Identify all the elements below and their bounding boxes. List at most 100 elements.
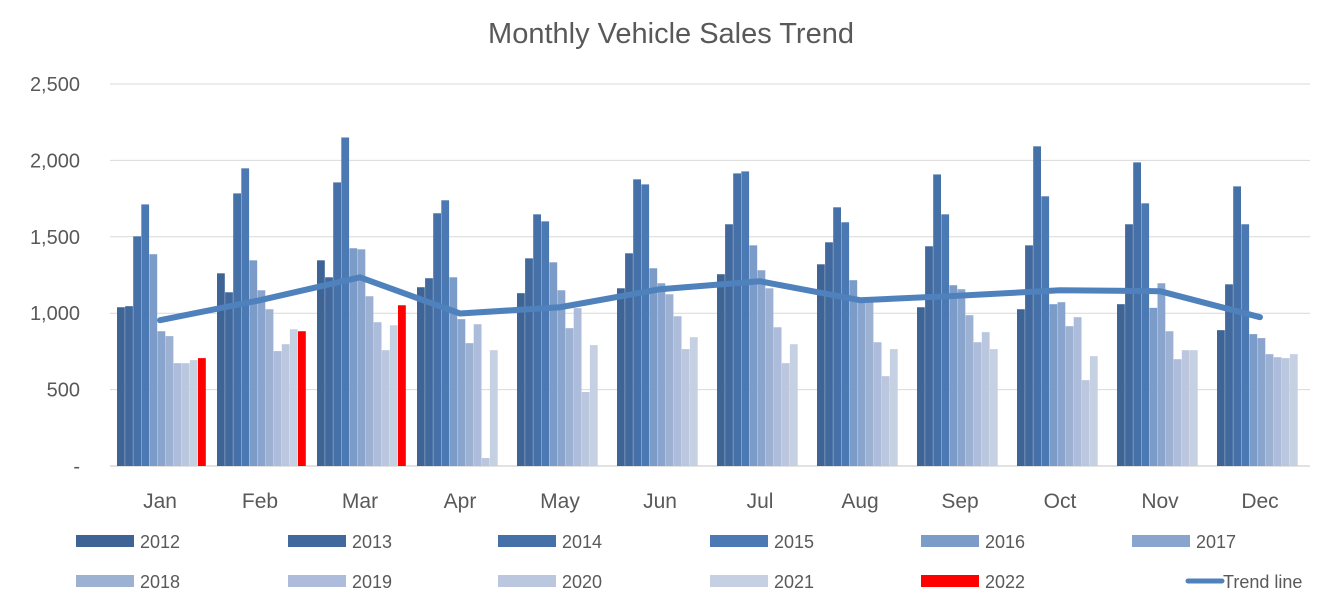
bar-2018-Jul — [765, 288, 774, 466]
bar-2021-Feb — [289, 329, 298, 466]
x-tick-label: Apr — [444, 490, 477, 513]
y-axis: - 500 1,000 1,500 2,000 2,500 — [30, 74, 80, 478]
legend-swatch — [710, 575, 768, 587]
bar-2019-Jun — [673, 316, 682, 466]
bar-2013-Nov — [1125, 224, 1133, 466]
bar-2019-Mar — [373, 322, 382, 466]
legend-swatch — [288, 575, 346, 587]
bar-2016-Oct — [1049, 304, 1058, 466]
bar-2014-Jun — [633, 179, 641, 466]
bar-2017-Mar — [357, 249, 366, 466]
bar-2020-Aug — [881, 376, 890, 466]
bar-2018-Oct — [1065, 326, 1074, 466]
bar-2012-Feb — [217, 273, 225, 466]
bar-2018-Mar — [365, 296, 374, 466]
bar-2015-Sep — [941, 214, 950, 466]
bar-2021-May — [589, 345, 598, 466]
bar-2021-Dec — [1289, 354, 1298, 466]
x-tick-label: Dec — [1241, 490, 1278, 513]
bar-2017-Jun — [657, 283, 666, 466]
bars — [117, 137, 1298, 467]
trend-line — [157, 274, 1263, 324]
x-tick-label: Nov — [1141, 490, 1179, 513]
bar-2019-Sep — [973, 342, 982, 466]
bar-2019-Jan — [173, 363, 182, 466]
x-tick-label: Feb — [242, 490, 278, 513]
bar-2013-Dec — [1225, 284, 1233, 466]
x-tick-label: Mar — [342, 490, 378, 513]
bar-2012-Jan — [117, 307, 125, 466]
bar-2012-Nov — [1117, 304, 1125, 466]
y-tick-label: 500 — [47, 380, 80, 402]
bar-2018-Dec — [1265, 354, 1274, 466]
bar-2020-Sep — [981, 332, 990, 466]
y-tick-label: 2,500 — [30, 74, 80, 96]
legend-label: 2017 — [1196, 532, 1236, 552]
gridlines — [110, 83, 1310, 467]
legend-label: 2016 — [985, 532, 1025, 552]
bar-2012-Sep — [917, 307, 925, 466]
bar-2015-Jul — [741, 171, 750, 466]
bar-2020-Jun — [681, 349, 690, 466]
bar-2015-May — [541, 221, 550, 466]
bar-2012-Dec — [1217, 330, 1225, 466]
bar-2016-Jun — [649, 268, 658, 466]
bar-2014-Sep — [933, 174, 941, 467]
bar-2020-Oct — [1081, 380, 1090, 466]
x-tick-label: Aug — [841, 490, 878, 513]
legend-label: 2015 — [774, 532, 814, 552]
bar-2017-Feb — [257, 290, 266, 466]
legend-label: 2021 — [774, 572, 814, 592]
bar-2015-Mar — [341, 137, 350, 467]
bar-2013-Aug — [825, 242, 833, 466]
y-tick-label: 2,000 — [30, 150, 80, 172]
legend-swatch — [710, 535, 768, 547]
bar-2017-Sep — [957, 289, 966, 466]
bar-2016-Apr — [449, 277, 458, 466]
bar-2016-Nov — [1149, 307, 1158, 466]
legend-swatch — [76, 535, 134, 547]
legend-swatch — [498, 575, 556, 587]
bar-2012-Jun — [617, 288, 625, 466]
chart-title: Monthly Vehicle Sales Trend — [488, 18, 854, 50]
bar-2020-May — [581, 392, 590, 466]
bar-2016-Mar — [349, 248, 358, 466]
bar-2019-Oct — [1073, 317, 1082, 466]
legend-label: 2013 — [352, 532, 392, 552]
legend-label: 2020 — [562, 572, 602, 592]
legend-swatch — [288, 535, 346, 547]
bar-2012-Apr — [417, 287, 425, 466]
bar-2021-Jan — [189, 360, 198, 466]
bar-2013-Mar — [325, 277, 333, 466]
bar-2013-Jul — [725, 224, 733, 466]
y-tick-label: - — [73, 456, 80, 478]
bar-2020-Apr — [481, 458, 490, 466]
bar-2018-Feb — [265, 309, 274, 466]
bar-2015-Apr — [441, 200, 450, 466]
bar-2015-Nov — [1141, 203, 1150, 467]
bar-2019-May — [573, 308, 582, 466]
bar-2016-May — [549, 262, 558, 466]
bar-2013-Jan — [125, 306, 133, 466]
bar-2021-Nov — [1189, 350, 1198, 466]
bar-2014-Feb — [233, 193, 241, 467]
legend-swatch — [921, 535, 979, 547]
legend-swatch — [1132, 535, 1190, 547]
bar-2013-Sep — [925, 246, 933, 466]
bar-2022-Jan — [198, 358, 206, 466]
x-tick-label: May — [540, 490, 580, 513]
bar-2016-Jul — [749, 245, 758, 466]
bar-2013-Jun — [625, 253, 633, 466]
legend-label: 2012 — [140, 532, 180, 552]
y-tick-label: 1,500 — [30, 227, 80, 249]
bar-2019-Apr — [473, 324, 482, 466]
legend-swatch — [498, 535, 556, 547]
bar-2014-Jul — [733, 173, 741, 466]
legend-label: 2018 — [140, 572, 180, 592]
bar-2014-Nov — [1133, 162, 1141, 466]
bar-2016-Sep — [949, 285, 958, 466]
legend-label: 2014 — [562, 532, 602, 552]
bar-2015-Feb — [241, 168, 250, 467]
bar-2015-Jun — [641, 184, 650, 467]
